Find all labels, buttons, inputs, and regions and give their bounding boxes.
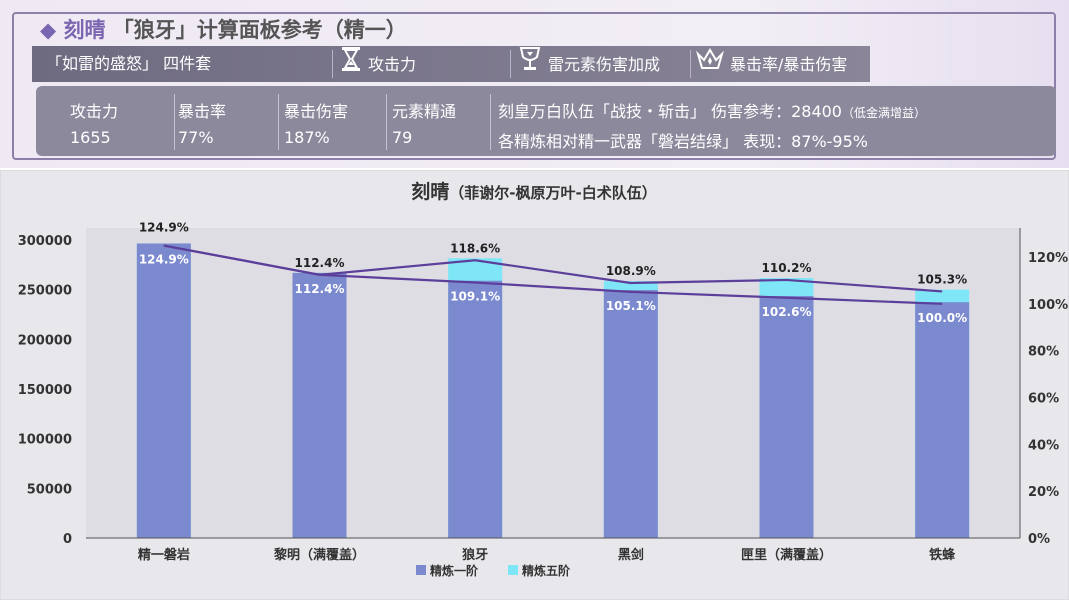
damage-reference: 刻皇万白队伍「战技・斩击」 伤害参考：28400（低金满增益） <box>498 98 926 122</box>
stat-label: 攻击力 <box>70 102 119 121</box>
y-right-tick-label: 40% <box>1028 438 1059 453</box>
legend-swatch <box>508 565 518 575</box>
y-right-tick-label: 20% <box>1028 485 1059 500</box>
title-rest: 「狼牙」计算面板参考（精一） <box>112 18 407 42</box>
x-tick-label: 精一磐岩 <box>138 547 190 563</box>
page-title: ◆ 刻晴 「狼牙」计算面板参考（精一） <box>40 14 407 44</box>
divider <box>690 50 691 78</box>
goblet-cell: 雷元素伤害加成 <box>518 46 660 82</box>
header-frame <box>12 12 1056 160</box>
legend-label: 精炼五阶 <box>522 563 571 578</box>
y-left-tick-label: 200000 <box>18 333 72 348</box>
circlet-label: 暴击率/暴击伤害 <box>730 55 848 74</box>
stat-label: 暴击率 <box>178 102 227 121</box>
data-label-refine1: 124.9% <box>139 253 189 267</box>
stat-label: 暴击伤害 <box>284 102 349 121</box>
damage-reference-text: 刻皇万白队伍「战技・斩击」 伤害参考：28400 <box>498 102 842 121</box>
y-right-tick-label: 0% <box>1028 532 1050 547</box>
y-left-tick-label: 300000 <box>18 234 72 249</box>
line-series-1 <box>163 244 943 293</box>
data-label-refine5: 118.6% <box>450 241 500 255</box>
y-right-tick-label: 60% <box>1028 392 1059 407</box>
y-right-tick-label: 100% <box>1028 298 1068 313</box>
data-label-refine1: 100.0% <box>917 311 967 325</box>
bar-refine1-0 <box>136 243 191 538</box>
divider <box>332 50 333 78</box>
damage-reference-note: （低金满增益） <box>842 106 927 120</box>
bar-refine1-5 <box>915 302 970 538</box>
stat-value: 77% <box>178 128 214 147</box>
chart-title: 刻晴 <box>411 180 449 203</box>
stat-value: 187% <box>284 128 330 147</box>
refine-reference: 各精炼相对精一武器「磐岩结绿」 表现：87%-95% <box>498 132 868 151</box>
hourglass-icon <box>340 46 362 85</box>
legend-label: 精炼一阶 <box>430 563 479 578</box>
x-tick-label: 狼牙 <box>461 547 488 563</box>
data-label-refine1: 102.6% <box>762 305 812 319</box>
title-hero: 刻晴 <box>63 18 106 42</box>
y-right-tick-label: 80% <box>1028 345 1059 360</box>
x-tick-label: 匣里（满覆盖） <box>741 547 832 563</box>
header-area: ◆ 刻晴 「狼牙」计算面板参考（精一） 「如雷的盛怒」 四件套 攻击力 雷元素伤… <box>0 0 1069 168</box>
divider <box>386 94 387 150</box>
circlet-cell: 暴击率/暴击伤害 <box>695 46 848 85</box>
divider <box>278 94 279 150</box>
goblet-icon <box>518 46 542 85</box>
stat-label: 元素精通 <box>392 102 457 121</box>
plot-area <box>86 228 1020 538</box>
x-tick-label: 铁蜂 <box>928 547 956 563</box>
legend-swatch <box>416 565 426 575</box>
crown-icon <box>695 46 725 85</box>
bar-refine1-1 <box>292 272 347 538</box>
bar-refine1-4 <box>759 296 814 538</box>
data-label-refine5: 108.9% <box>606 264 656 278</box>
y-left-tick-label: 250000 <box>18 284 72 299</box>
data-label-refine1: 109.1% <box>450 290 500 304</box>
x-tick-label: 黑剑 <box>618 547 644 563</box>
data-label-refine1: 112.4% <box>295 282 345 296</box>
y-right-tick-label: 120% <box>1028 251 1068 266</box>
chart: 刻晴 （菲谢尔-枫原万叶-白术队伍） 0 50000 100000 150000 200… <box>0 169 1069 601</box>
x-tick-label: 黎明（满覆盖） <box>274 547 365 563</box>
divider <box>174 94 175 150</box>
chart-subtitle: （菲谢尔-枫原万叶-白术队伍） <box>449 184 656 202</box>
y-left-tick-label: 50000 <box>27 482 72 497</box>
goblet-label: 雷元素伤害加成 <box>548 55 661 74</box>
data-label-refine5: 105.3% <box>917 273 967 287</box>
chart-area: 刻晴 （菲谢尔-枫原万叶-白术队伍） 0 50000 100000 150000 200… <box>0 169 1069 601</box>
data-label-refine5: 124.9% <box>139 220 189 234</box>
data-label-refine5: 110.2% <box>762 261 812 275</box>
bar-refine1-3 <box>603 290 658 538</box>
set-label: 「如雷的盛怒」 四件套 <box>46 54 212 73</box>
data-label-refine1: 105.1% <box>606 299 656 313</box>
y-left-tick-label: 150000 <box>18 383 72 398</box>
sands-label: 攻击力 <box>368 55 417 74</box>
artifact-bar: 「如雷的盛怒」 四件套 攻击力 雷元素伤害加成 暴击率/暴击伤害 <box>32 46 870 82</box>
stat-value: 1655 <box>70 128 111 147</box>
data-label-refine5: 112.4% <box>295 256 345 270</box>
divider <box>510 50 511 78</box>
bar-refine1-2 <box>448 280 503 538</box>
sands-cell: 攻击力 <box>340 46 416 82</box>
y-left-tick-label: 0 <box>63 532 72 547</box>
stat-value: 79 <box>392 128 413 147</box>
divider <box>490 94 491 150</box>
y-left-tick-label: 100000 <box>18 433 72 448</box>
stats-panel: 攻击力 1655 暴击率 77% 暴击伤害 187% 元素精通 79 刻皇万白队… <box>36 86 1056 156</box>
diamond-icon: ◆ <box>40 18 57 42</box>
